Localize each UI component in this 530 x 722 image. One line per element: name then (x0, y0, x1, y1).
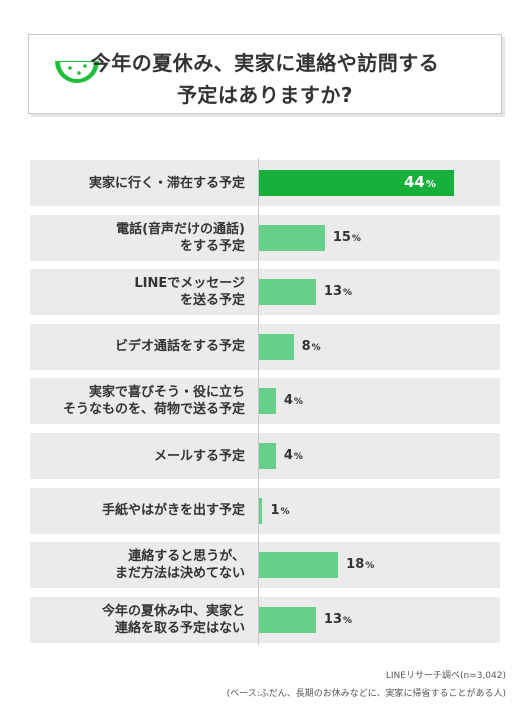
value-unit: % (311, 342, 321, 353)
value-unit: % (280, 506, 290, 517)
category-label-line: 実家で喜びそう・役に立ち (88, 385, 245, 401)
bar (258, 388, 276, 415)
category-label: メールする予定 (30, 448, 245, 465)
value-number: 13 (323, 284, 342, 300)
category-label-line: LINEでメッセージ (134, 276, 245, 292)
category-label-line: 連絡を取る予定はない (114, 620, 245, 636)
category-label: 連絡すると思うが、 まだ方法は決めてない (30, 548, 245, 582)
category-label-line: 実家に行く・滞在する予定 (88, 175, 245, 191)
watermelon-logo-icon (55, 61, 99, 83)
category-label: LINEでメッセージ を送る予定 (30, 275, 245, 309)
category-label-line: まだ方法は決めてない (114, 566, 245, 582)
value-unit: % (343, 288, 353, 299)
category-label: ビデオ通話をする予定 (30, 338, 245, 355)
chart-title-line-2: 予定はありますか? (176, 83, 354, 107)
category-label: 実家で喜びそう・役に立ち そうなものを、荷物で送る予定 (30, 384, 245, 418)
value-unit: % (293, 452, 303, 462)
category-label-line: メールする予定 (153, 448, 245, 464)
value-number: 8 (301, 338, 311, 354)
value-unit: % (351, 233, 361, 244)
value-label: 4% (284, 448, 303, 463)
value-number: 4 (283, 393, 293, 409)
bar (258, 606, 316, 633)
value-unit: % (365, 561, 375, 572)
bar (258, 170, 454, 196)
bar (258, 224, 325, 251)
category-label-line: 今年の夏休み中、実家と (101, 603, 245, 619)
category-label-line: を送る予定 (179, 293, 245, 309)
category-label-line: 電話(音声だけの通話) (116, 221, 245, 237)
category-label-line: 連絡すると思うが、 (128, 549, 245, 565)
value-label: 15% (333, 230, 361, 245)
category-label-line: そうなものを、荷物で送る予定 (62, 402, 245, 418)
value-number: 44 (404, 173, 425, 191)
title-box: 今年の夏休み、実家に連絡や訪問する 予定はありますか? (28, 34, 502, 114)
value-label: 44% (404, 173, 436, 191)
value-unit: % (293, 397, 303, 408)
value-number: 4 (283, 448, 293, 463)
value-number: 1 (270, 502, 280, 518)
bar (258, 443, 276, 469)
bar (258, 497, 263, 524)
value-label: 4% (284, 393, 303, 408)
base-note: (ベース:ふだん、長期のお休みなどに、実家に帰省することがある人) (226, 689, 506, 699)
row-background (30, 487, 500, 534)
value-label: 13% (324, 612, 352, 627)
value-label: 8% (302, 339, 321, 354)
bar (258, 279, 316, 306)
value-number: 13 (323, 611, 342, 627)
category-label: 手紙やはがきを出す予定 (30, 502, 245, 519)
category-label-line: をする予定 (179, 238, 245, 254)
value-number: 15 (332, 229, 351, 245)
value-unit: % (343, 615, 353, 626)
bar (258, 333, 294, 360)
value-label: 18% (346, 557, 374, 572)
category-label-line: ビデオ通話をする予定 (114, 339, 245, 355)
value-number: 18 (346, 557, 365, 573)
value-label: 13% (324, 284, 352, 299)
source-note: LINEリサーチ調べ(n=3,042) (385, 671, 506, 681)
category-label: 今年の夏休み中、実家と 連絡を取る予定はない (30, 603, 245, 637)
axis-line (258, 158, 259, 645)
chart-title-line-1: 今年の夏休み、実家に連絡や訪問する (90, 51, 440, 75)
category-label-line: 手紙やはがきを出す予定 (101, 503, 245, 519)
value-unit: % (425, 179, 436, 190)
category-label: 電話(音声だけの通話) をする予定 (30, 221, 245, 255)
bar (258, 552, 339, 579)
category-label: 実家に行く・滞在する予定 (30, 175, 245, 192)
value-label: 1% (270, 503, 289, 518)
